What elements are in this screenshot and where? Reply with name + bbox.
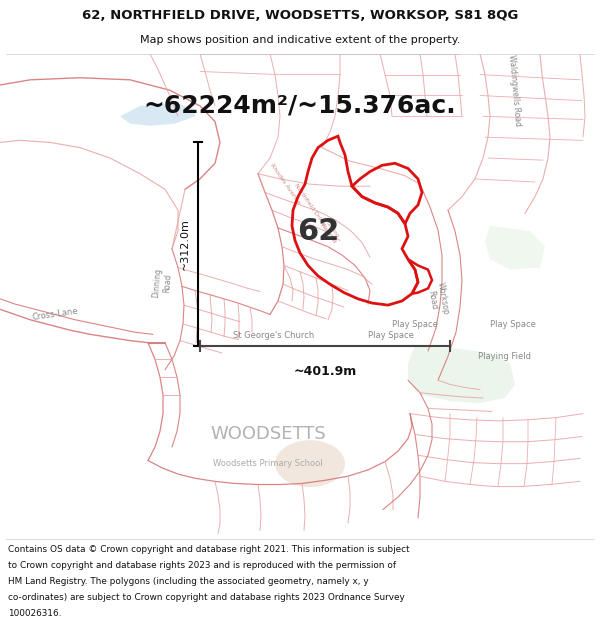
- Text: WOODSETTS: WOODSETTS: [210, 426, 326, 444]
- Text: Gilding
Wells Rd: Gilding Wells Rd: [319, 218, 341, 244]
- Text: Woodsetts Primary School: Woodsetts Primary School: [213, 459, 323, 468]
- Polygon shape: [485, 226, 545, 269]
- Text: Play Space: Play Space: [392, 321, 438, 329]
- Text: Worksop
Road: Worksop Road: [425, 281, 451, 317]
- Text: co-ordinates) are subject to Crown copyright and database rights 2023 Ordnance S: co-ordinates) are subject to Crown copyr…: [8, 592, 404, 602]
- Text: Waldingwells Road: Waldingwells Road: [508, 54, 523, 126]
- Text: 62, NORTHFIELD DRIVE, WOODSETTS, WORKSOP, S81 8QG: 62, NORTHFIELD DRIVE, WOODSETTS, WORKSOP…: [82, 9, 518, 21]
- Text: Playing Field: Playing Field: [478, 352, 531, 361]
- Polygon shape: [120, 102, 195, 126]
- Text: 62: 62: [297, 216, 339, 246]
- Text: Play Space: Play Space: [490, 321, 536, 329]
- Text: ~401.9m: ~401.9m: [293, 364, 356, 378]
- Polygon shape: [408, 346, 515, 403]
- Text: Dinning
Road: Dinning Road: [151, 268, 173, 299]
- Text: Rhodes Avenue: Rhodes Avenue: [269, 162, 301, 206]
- Text: Play Space: Play Space: [368, 331, 414, 340]
- Text: ~62224m²/~15.376ac.: ~62224m²/~15.376ac.: [143, 94, 457, 118]
- Text: ~312.0m: ~312.0m: [180, 218, 190, 270]
- Text: St George's Church: St George's Church: [233, 331, 314, 340]
- Text: Cross-Lane: Cross-Lane: [31, 307, 79, 322]
- Text: HM Land Registry. The polygons (including the associated geometry, namely x, y: HM Land Registry. The polygons (includin…: [8, 577, 368, 586]
- Ellipse shape: [275, 440, 345, 487]
- Text: Contains OS data © Crown copyright and database right 2021. This information is : Contains OS data © Crown copyright and d…: [8, 545, 409, 554]
- Text: Northfield Drive: Northfield Drive: [293, 183, 326, 227]
- Text: 100026316.: 100026316.: [8, 609, 61, 618]
- Text: Map shows position and indicative extent of the property.: Map shows position and indicative extent…: [140, 35, 460, 46]
- Text: to Crown copyright and database rights 2023 and is reproduced with the permissio: to Crown copyright and database rights 2…: [8, 561, 396, 570]
